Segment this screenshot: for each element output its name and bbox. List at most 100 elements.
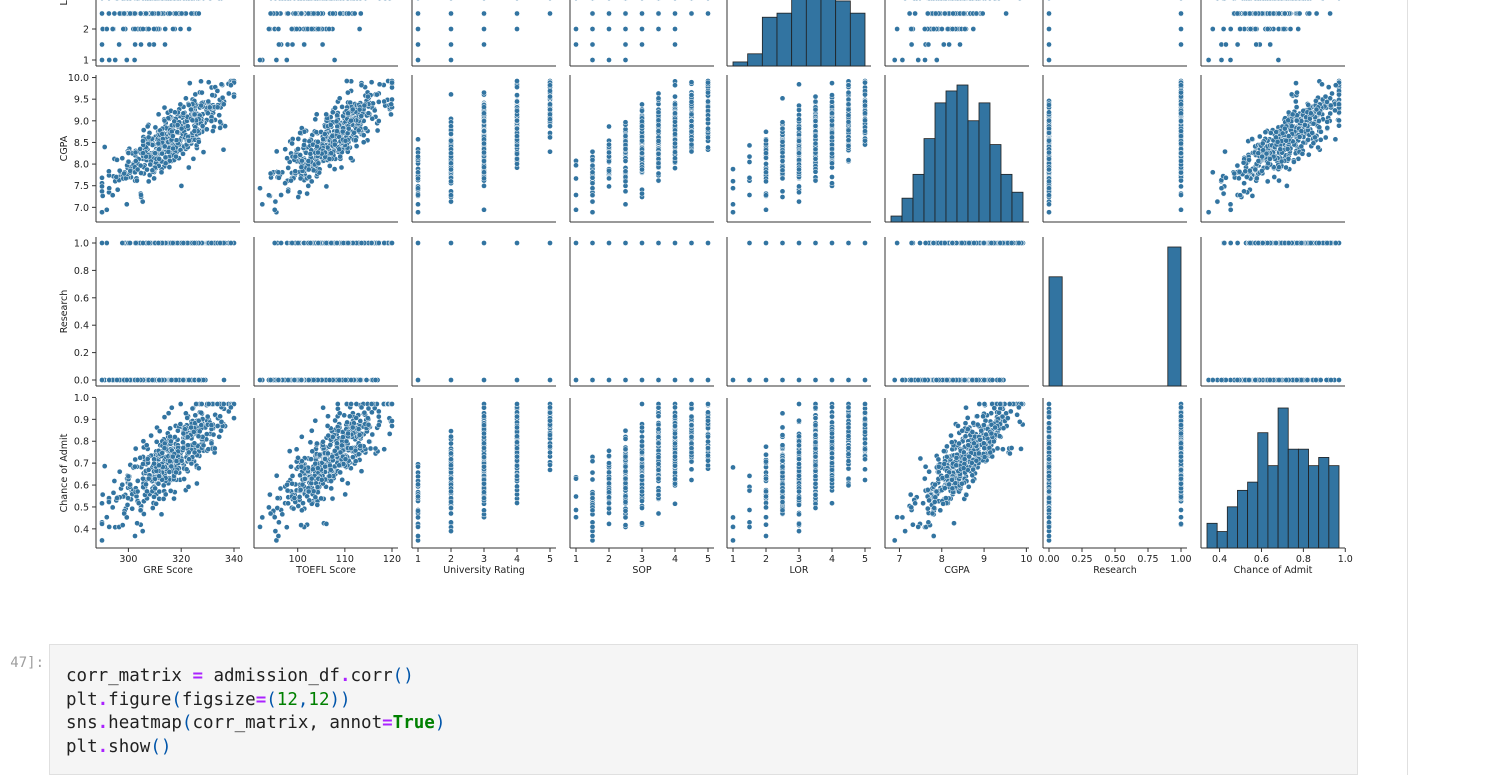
scatter-point xyxy=(216,112,223,119)
scatter-point xyxy=(374,127,381,134)
scatter-point xyxy=(301,0,307,1)
scatter-point xyxy=(137,10,144,17)
scatter-point xyxy=(829,150,835,157)
scatter-point xyxy=(730,209,736,216)
scatter-point xyxy=(862,102,868,109)
scatter-point xyxy=(796,189,802,196)
scatter-point xyxy=(845,106,852,113)
histogram-bar xyxy=(967,120,980,223)
y-tick-label: 8.5 xyxy=(74,138,89,149)
scatter-point xyxy=(606,123,612,130)
scatter-point xyxy=(1288,91,1295,98)
scatter-point xyxy=(198,78,204,85)
scatter-point xyxy=(514,156,520,162)
scatter-point xyxy=(639,166,645,173)
scatter-point xyxy=(178,125,185,132)
scatter-point xyxy=(152,150,158,157)
scatter-point xyxy=(114,157,120,163)
scatter-point xyxy=(514,161,520,167)
scatter-point xyxy=(1227,206,1234,213)
scatter-point xyxy=(266,26,272,32)
scatter-point xyxy=(622,188,629,195)
scatter-point xyxy=(191,128,198,134)
scatter-point xyxy=(622,168,629,175)
scatter-point xyxy=(622,41,629,48)
scatter-point xyxy=(103,206,110,213)
scatter-point xyxy=(983,0,988,1)
scatter-point xyxy=(172,109,178,116)
scatter-point xyxy=(779,138,786,145)
scatter-point xyxy=(1017,0,1022,1)
scatter-point xyxy=(214,88,221,94)
scatter-point xyxy=(1223,174,1229,181)
scatter-point xyxy=(589,209,596,216)
scatter-point xyxy=(375,99,382,105)
scatter-point xyxy=(1209,26,1216,32)
scatter-point xyxy=(672,118,678,125)
scatter-point xyxy=(730,166,736,172)
scatter-point xyxy=(155,140,162,147)
scatter-point xyxy=(796,125,802,132)
scatter-point xyxy=(1310,140,1317,147)
scatter-point xyxy=(589,10,596,17)
scatter-point xyxy=(1294,89,1300,96)
scatter-point xyxy=(365,93,371,100)
scatter-point xyxy=(606,26,612,32)
scatter-point xyxy=(1249,136,1255,142)
scatter-point xyxy=(151,175,157,182)
scatter-point xyxy=(132,149,139,156)
scatter-point xyxy=(845,89,852,96)
scatter-point xyxy=(415,201,421,208)
scatter-point xyxy=(672,41,678,48)
scatter-point xyxy=(121,10,128,17)
scatter-point xyxy=(1267,41,1274,48)
scatter-point xyxy=(514,107,520,114)
scatter-point xyxy=(606,175,612,182)
scatter-point xyxy=(730,185,736,192)
subplot xyxy=(253,0,398,67)
scatter-point xyxy=(688,137,695,143)
scatter-point xyxy=(329,10,336,17)
scatter-point xyxy=(1220,26,1227,32)
scatter-point xyxy=(121,170,128,177)
scatter-point xyxy=(655,90,662,97)
scatter-point xyxy=(1293,80,1299,86)
scatter-point xyxy=(356,26,363,32)
scatter-point xyxy=(812,118,819,124)
histogram-bar xyxy=(849,12,866,67)
scatter-point xyxy=(779,188,786,195)
scatter-point xyxy=(301,41,308,48)
scatter-point xyxy=(1312,134,1318,141)
scatter-point xyxy=(349,106,356,113)
scatter-point xyxy=(481,89,487,96)
scatter-point xyxy=(1253,41,1260,48)
scatter-point xyxy=(639,101,645,108)
scatter-point xyxy=(606,10,612,17)
scatter-point xyxy=(1278,158,1285,165)
scatter-point xyxy=(267,170,274,177)
scatter-point xyxy=(514,98,520,105)
scatter-point xyxy=(1223,41,1229,48)
scatter-point xyxy=(308,178,315,185)
scatter-point xyxy=(845,96,852,103)
scatter-point xyxy=(310,10,317,17)
scatter-point xyxy=(622,119,629,126)
scatter-point xyxy=(131,10,138,17)
scatter-point xyxy=(321,131,328,137)
scatter-point xyxy=(132,41,138,48)
scatter-point xyxy=(1296,134,1303,140)
scatter-point xyxy=(672,26,678,32)
scatter-point xyxy=(514,133,520,139)
scatter-point xyxy=(656,0,661,1)
scatter-point xyxy=(763,150,769,156)
scatter-point xyxy=(268,0,274,1)
scatter-point xyxy=(1046,149,1052,156)
scatter-point xyxy=(448,10,454,17)
scatter-point xyxy=(1046,102,1052,108)
scatter-point xyxy=(292,10,299,17)
scatter-point xyxy=(763,169,769,176)
scatter-point xyxy=(481,140,487,147)
scatter-point xyxy=(1234,10,1241,17)
scatter-point xyxy=(315,160,322,167)
scatter-point xyxy=(481,41,487,48)
